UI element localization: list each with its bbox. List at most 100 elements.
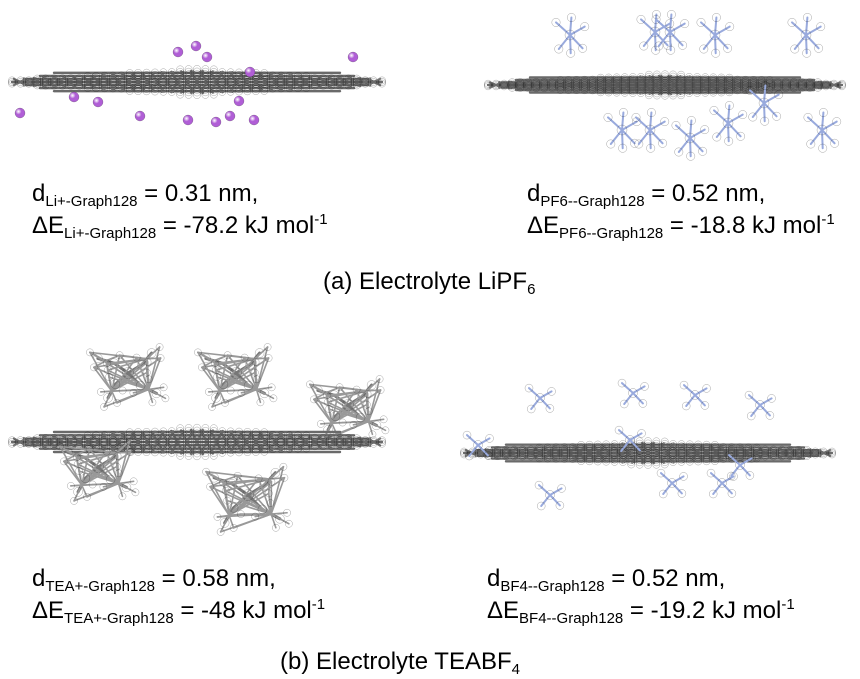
carbon-atom	[167, 68, 176, 76]
bond	[76, 456, 120, 485]
carbon-atom	[378, 436, 386, 445]
bond	[555, 21, 571, 36]
carbon-atom	[201, 91, 210, 99]
carbon-atom	[797, 78, 806, 86]
carbon-atom	[260, 447, 269, 456]
carbon-atom	[761, 452, 769, 461]
carbon-atom	[543, 445, 552, 454]
carbon-atom	[585, 447, 594, 455]
lithium-atom	[244, 66, 256, 78]
bond	[689, 128, 706, 139]
bond	[821, 129, 824, 150]
carbon-atom	[652, 460, 661, 469]
carbon-atom	[725, 79, 734, 88]
carbon-atom	[661, 87, 669, 96]
carbon-atom	[302, 78, 311, 86]
carbon-atom	[604, 86, 613, 95]
boron-atom	[545, 490, 555, 500]
carbon-atom	[552, 449, 560, 457]
carbon-atom	[75, 433, 84, 442]
fluorine-atom	[746, 411, 756, 421]
carbon-atom	[83, 76, 92, 84]
carbon-atom	[260, 443, 269, 451]
carbon-atom	[661, 91, 669, 100]
carbon-atom	[50, 74, 58, 83]
carbon-atom	[702, 455, 711, 464]
carbon-atom	[184, 75, 193, 84]
carbon-atom	[510, 452, 519, 461]
carbon-atom	[218, 432, 227, 441]
carbon-atom	[201, 429, 210, 438]
carbon-atom	[67, 76, 75, 84]
carbon-atom	[58, 78, 67, 86]
pf6-anion	[696, 13, 735, 58]
carbon-atom	[596, 77, 605, 86]
carbon-atom	[344, 436, 353, 444]
carbon-atom	[811, 447, 820, 456]
carbon-atom	[151, 388, 162, 399]
carbon-atom	[159, 427, 168, 436]
carbon-atom	[510, 445, 519, 454]
bond	[78, 470, 83, 486]
carbon-atom	[564, 86, 573, 94]
carbon-atom	[719, 451, 728, 459]
bond	[821, 111, 825, 131]
carbon-atom	[83, 431, 92, 440]
carbon-atom	[209, 65, 218, 74]
carbon-atom	[319, 433, 327, 442]
bond	[108, 376, 113, 392]
carbon-atom	[209, 424, 218, 433]
carbon-atom	[761, 450, 769, 459]
carbon-atom	[637, 79, 645, 87]
carbon-atom	[781, 78, 790, 86]
carbon-atom	[252, 443, 260, 451]
hydrogen-atom	[223, 351, 232, 360]
carbon-atom	[719, 443, 728, 451]
hydrogen-atom	[236, 510, 245, 518]
carbon-atom	[277, 440, 285, 449]
hydrogen-atom	[205, 388, 213, 396]
bond	[209, 485, 272, 515]
carbon-atom	[100, 445, 109, 453]
carbon-atom	[620, 83, 629, 91]
carbon-atom	[92, 76, 100, 84]
bond	[240, 388, 258, 394]
carbon-atom	[717, 83, 726, 91]
hydrogen-atom	[102, 447, 111, 456]
fluorine-atom	[671, 120, 681, 130]
carbon-atom	[369, 78, 378, 86]
bond	[236, 475, 272, 515]
bond	[117, 480, 135, 485]
carbon-atom	[378, 76, 386, 85]
carbon-atom	[701, 77, 710, 85]
bond	[669, 31, 672, 52]
carbon-atom	[117, 75, 126, 84]
carbon-atom	[532, 79, 541, 88]
carbon-atom	[660, 446, 669, 455]
hydrogen-atom	[67, 482, 75, 490]
carbon-atom	[814, 82, 822, 91]
carbon-atom	[593, 447, 602, 455]
hydrogen-atom	[85, 445, 94, 454]
carbon-atom	[653, 85, 661, 94]
carbon-atom	[75, 78, 84, 86]
carbon-atom	[602, 451, 611, 460]
carbon-atom	[493, 447, 502, 456]
carbon-atom	[218, 443, 227, 452]
carbon-atom	[218, 80, 227, 89]
carbon-atom	[268, 75, 277, 84]
carbon-atom	[252, 438, 260, 446]
carbon-atom	[677, 81, 685, 89]
carbon-atom	[803, 449, 811, 457]
phosphorus-atom	[649, 26, 661, 38]
carbon-atom	[41, 74, 50, 83]
carbon-atom	[727, 453, 736, 461]
carbon-atom	[16, 438, 25, 446]
fluorine-atom	[646, 108, 656, 117]
carbon-atom	[260, 428, 269, 437]
carbon-atom	[596, 75, 605, 84]
carbon-atom	[24, 439, 33, 448]
bond	[640, 18, 656, 33]
carbon-atom	[137, 359, 147, 370]
carbon-atom	[610, 449, 619, 457]
